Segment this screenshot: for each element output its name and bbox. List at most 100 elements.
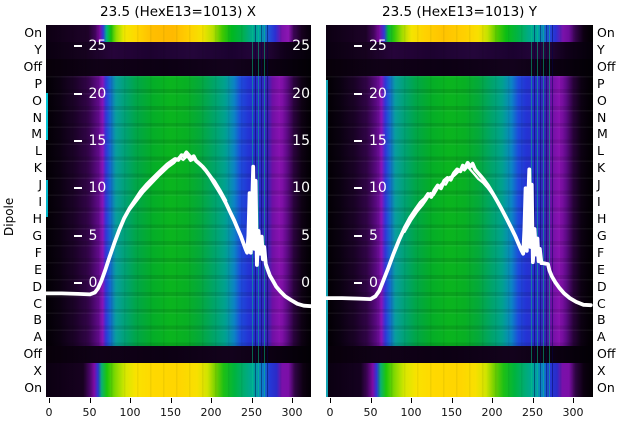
plot-title-x: 23.5 (HexE13=1013) X	[99, 4, 256, 20]
inner-y-tick-value: 15	[88, 133, 107, 149]
inner-y-tick-right: 25	[292, 38, 310, 55]
row-label-left: D	[32, 278, 42, 294]
x-tick-label: 200	[200, 406, 222, 419]
inner-y-tick-left: 10	[354, 180, 387, 196]
row-label-left: On	[24, 25, 42, 40]
inner-y-tick-right: 10	[292, 180, 310, 197]
row-label-right: N	[597, 109, 607, 125]
inner-y-tick-left: 20	[354, 86, 387, 102]
x-tick-mark	[49, 398, 50, 403]
tick-dash	[354, 282, 362, 284]
row-label-left: O	[32, 92, 42, 108]
tick-dash	[354, 140, 362, 142]
inner-y-tick-left: 5	[354, 228, 378, 244]
row-labels-right: On Y Off P O N M L K J I H G F E D C B A Off X On	[597, 25, 639, 397]
tick-dash	[354, 45, 362, 48]
row-label-left: E	[34, 261, 42, 277]
tick-dash	[73, 187, 82, 190]
plot-title-y: 23.5 (HexE13=1013) Y	[381, 4, 537, 20]
tick-dash	[73, 45, 82, 48]
row-label-right: K	[597, 160, 606, 176]
inner-y-tick-value: 5	[369, 227, 378, 244]
row-label-left: B	[33, 312, 42, 328]
row-label-left: Off	[23, 58, 42, 74]
x-tick-label: 0	[45, 406, 53, 419]
x-tick-label: 150	[441, 406, 462, 419]
row-label-left: G	[32, 227, 42, 243]
inner-y-tick-value: 15	[369, 133, 387, 149]
inner-y-tick-left: 25	[354, 38, 387, 54]
x-tick-mark	[370, 398, 372, 403]
inner-y-tick-value: 10	[369, 180, 387, 197]
x-tick-mark	[492, 398, 493, 403]
heatmap-plot-y: 25 20 15 10 5 0	[326, 25, 593, 397]
row-label-right: Off	[597, 346, 616, 362]
inner-y-tick-right: 5	[301, 227, 310, 244]
row-label-right: H	[597, 210, 607, 226]
row-label-left: Y	[34, 41, 42, 57]
signal-line-secondary	[403, 165, 495, 234]
row-label-left: L	[35, 143, 42, 159]
x-tick-mark	[251, 398, 253, 403]
row-label-right: O	[597, 92, 607, 108]
heatmap-band-y_row	[45, 41, 311, 59]
inner-y-tick-value: 25	[88, 38, 107, 55]
signal-line-svg	[326, 160, 593, 308]
row-label-right: B	[597, 312, 606, 328]
inner-y-tick-left: 10	[73, 180, 106, 196]
heatmap-band-off_top	[326, 58, 593, 76]
inner-y-tick-value: 5	[88, 227, 98, 244]
inner-y-tick-left: 20	[73, 85, 107, 102]
row-label-right: On	[597, 380, 615, 396]
inner-y-tick-left: 0	[73, 275, 98, 291]
x-tick-label: 250	[241, 406, 262, 419]
inner-y-tick-right: 20	[292, 85, 310, 102]
inner-y-tick-value: 0	[88, 275, 98, 291]
x-tick-label: 150	[160, 406, 181, 419]
row-label-left: On	[24, 380, 42, 396]
row-label-right: E	[597, 261, 605, 277]
x-tick-label: 50	[363, 406, 378, 419]
x-tick-label: 250	[522, 406, 543, 419]
row-label-left: C	[33, 295, 42, 311]
row-label-right: A	[597, 329, 606, 345]
row-label-right: C	[597, 295, 606, 311]
x-tick-mark	[330, 398, 331, 403]
x-tick-mark	[573, 398, 574, 403]
x-tick-mark	[411, 398, 412, 403]
heatmap-plot-x: 25 20 15 10 5 0 25 20 15 10 5 0	[45, 25, 311, 397]
inner-y-tick-value: 20	[88, 85, 107, 102]
x-tick-label: 100	[119, 406, 141, 419]
row-label-right: Y	[597, 41, 605, 57]
row-label-right: P	[597, 75, 605, 91]
signal-line-secondary	[125, 155, 227, 215]
row-label-right: J	[597, 177, 601, 193]
row-label-left: P	[34, 75, 42, 91]
heatmap-band-on_top	[326, 25, 593, 42]
x-tick-label: 100	[400, 406, 422, 419]
tick-dash	[73, 234, 82, 237]
edge-mark	[45, 180, 48, 217]
row-label-left: I	[38, 194, 42, 210]
row-label-left: K	[33, 160, 42, 176]
inner-y-tick-right: 15	[292, 133, 310, 149]
row-label-left: F	[34, 244, 42, 260]
row-label-left: N	[32, 109, 42, 125]
inner-y-tick-right: 0	[301, 275, 310, 291]
x-tick-mark	[451, 398, 453, 403]
row-label-right: Off	[597, 58, 616, 74]
x-tick-mark	[89, 398, 91, 403]
row-label-right: L	[597, 143, 604, 159]
edge-mark	[45, 93, 48, 140]
inner-y-tick-left: 15	[73, 133, 107, 149]
edge-mark	[326, 80, 328, 397]
row-label-left: M	[31, 126, 42, 142]
row-label-right: G	[597, 227, 607, 243]
x-tick-mark	[130, 398, 131, 403]
tick-dash	[73, 282, 82, 284]
heatmap-band-y_row	[326, 41, 593, 59]
tick-dash	[354, 234, 362, 237]
inner-y-tick-left: 5	[73, 227, 98, 244]
signal-line-svg	[45, 150, 311, 309]
